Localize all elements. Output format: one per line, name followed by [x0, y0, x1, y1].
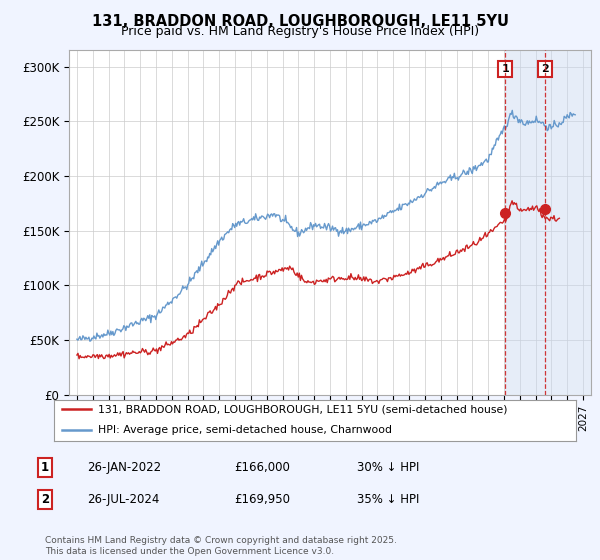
- Text: £166,000: £166,000: [234, 461, 290, 474]
- Text: HPI: Average price, semi-detached house, Charnwood: HPI: Average price, semi-detached house,…: [98, 424, 392, 435]
- Text: 26-JAN-2022: 26-JAN-2022: [87, 461, 161, 474]
- Text: 1: 1: [501, 64, 509, 74]
- Text: Price paid vs. HM Land Registry's House Price Index (HPI): Price paid vs. HM Land Registry's House …: [121, 25, 479, 38]
- Text: 30% ↓ HPI: 30% ↓ HPI: [357, 461, 419, 474]
- Text: 35% ↓ HPI: 35% ↓ HPI: [357, 493, 419, 506]
- Text: 131, BRADDON ROAD, LOUGHBOROUGH, LE11 5YU (semi-detached house): 131, BRADDON ROAD, LOUGHBOROUGH, LE11 5Y…: [98, 404, 508, 414]
- Text: 1: 1: [41, 461, 49, 474]
- Text: £169,950: £169,950: [234, 493, 290, 506]
- Text: 131, BRADDON ROAD, LOUGHBOROUGH, LE11 5YU: 131, BRADDON ROAD, LOUGHBOROUGH, LE11 5Y…: [91, 14, 509, 29]
- Text: Contains HM Land Registry data © Crown copyright and database right 2025.
This d: Contains HM Land Registry data © Crown c…: [45, 536, 397, 556]
- Bar: [505, 50, 591, 395]
- Text: 2: 2: [541, 64, 548, 74]
- Text: 2: 2: [41, 493, 49, 506]
- Text: 26-JUL-2024: 26-JUL-2024: [87, 493, 160, 506]
